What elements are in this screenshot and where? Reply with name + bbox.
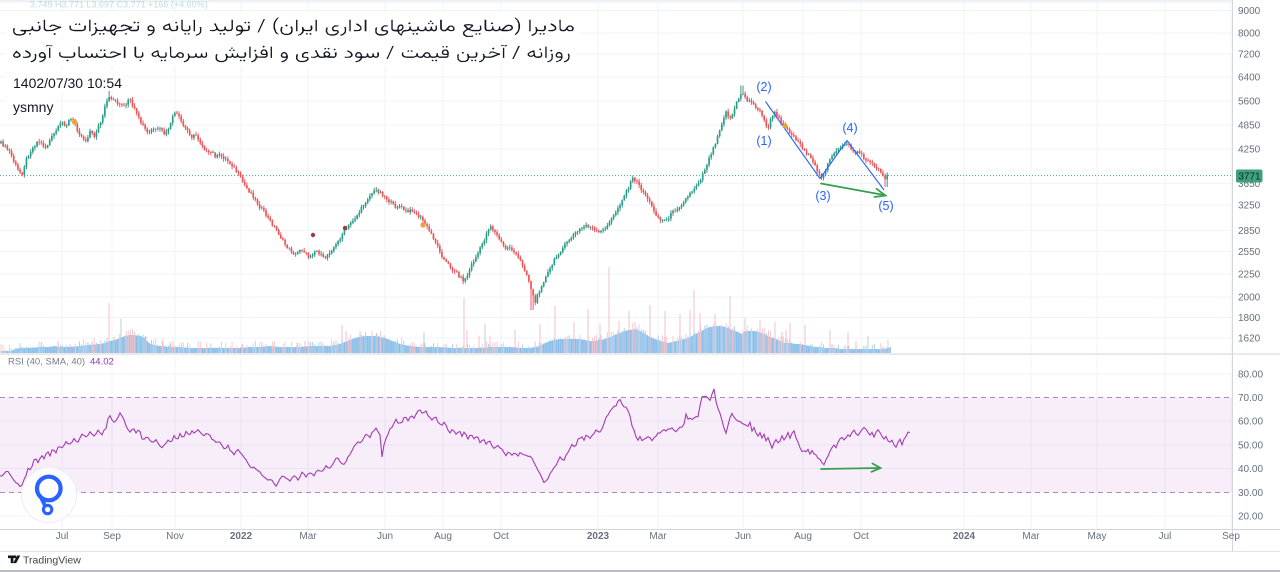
svg-text:2024: 2024 bbox=[953, 531, 976, 542]
svg-text:RSI (40, SMA, 40): RSI (40, SMA, 40) bbox=[8, 357, 85, 368]
svg-text:2850: 2850 bbox=[1238, 226, 1261, 237]
svg-text:2022: 2022 bbox=[230, 531, 253, 542]
svg-text:4850: 4850 bbox=[1238, 121, 1261, 132]
svg-text:70.00: 70.00 bbox=[1238, 393, 1263, 404]
svg-text:ysmny: ysmny bbox=[13, 99, 53, 115]
svg-text:(1): (1) bbox=[756, 134, 771, 148]
svg-text:1402/07/30 10:54: 1402/07/30 10:54 bbox=[13, 75, 122, 91]
svg-text:(5): (5) bbox=[878, 199, 893, 213]
svg-text:Aug: Aug bbox=[434, 531, 452, 542]
svg-text:7200: 7200 bbox=[1238, 50, 1261, 61]
svg-text:2023: 2023 bbox=[587, 531, 610, 542]
svg-text:44.02: 44.02 bbox=[90, 357, 114, 368]
svg-text:Oct: Oct bbox=[493, 531, 509, 542]
svg-text:(2): (2) bbox=[756, 80, 771, 94]
svg-text:Aug: Aug bbox=[794, 531, 812, 542]
svg-text:Jul: Jul bbox=[56, 531, 69, 542]
svg-text:4250: 4250 bbox=[1238, 145, 1261, 156]
svg-text:6400: 6400 bbox=[1238, 73, 1261, 84]
svg-text:30.00: 30.00 bbox=[1238, 488, 1263, 499]
svg-text:Nov: Nov bbox=[166, 531, 184, 542]
svg-text:5600: 5600 bbox=[1238, 97, 1261, 108]
svg-text:Oct: Oct bbox=[853, 531, 869, 542]
svg-text:1800: 1800 bbox=[1238, 313, 1261, 324]
svg-text:20.00: 20.00 bbox=[1238, 512, 1263, 523]
svg-text:3650: 3650 bbox=[1238, 179, 1261, 190]
svg-text:Sep: Sep bbox=[1222, 531, 1240, 542]
svg-text:Mar: Mar bbox=[299, 531, 317, 542]
svg-text:8000: 8000 bbox=[1238, 29, 1261, 40]
svg-text:80.00: 80.00 bbox=[1238, 370, 1263, 381]
svg-text:2250: 2250 bbox=[1238, 270, 1261, 281]
svg-text:Mar: Mar bbox=[649, 531, 667, 542]
svg-text:2550: 2550 bbox=[1238, 247, 1261, 258]
svg-text:Mar: Mar bbox=[1022, 531, 1040, 542]
svg-text:3250: 3250 bbox=[1238, 201, 1261, 212]
svg-text:(3): (3) bbox=[815, 189, 830, 203]
svg-text:9000: 9000 bbox=[1238, 6, 1261, 17]
svg-text:Jun: Jun bbox=[377, 531, 393, 542]
svg-text:Jun: Jun bbox=[735, 531, 751, 542]
svg-text:40.00: 40.00 bbox=[1238, 464, 1263, 475]
svg-text:3771: 3771 bbox=[1238, 172, 1261, 183]
svg-text:Sep: Sep bbox=[103, 531, 121, 542]
svg-text:1620: 1620 bbox=[1238, 334, 1261, 345]
svg-text:(4): (4) bbox=[842, 121, 857, 135]
svg-text:50.00: 50.00 bbox=[1238, 441, 1263, 452]
svg-text:3,749 H3,771 L3,697 C3,771 +16: 3,749 H3,771 L3,697 C3,771 +166 (+4.60%) bbox=[30, 0, 208, 10]
svg-text:TradingView: TradingView bbox=[23, 555, 81, 567]
svg-text:60.00: 60.00 bbox=[1238, 417, 1263, 428]
svg-text:Jul: Jul bbox=[1159, 531, 1172, 542]
svg-text:May: May bbox=[1088, 531, 1107, 542]
svg-text:2000: 2000 bbox=[1238, 293, 1261, 304]
